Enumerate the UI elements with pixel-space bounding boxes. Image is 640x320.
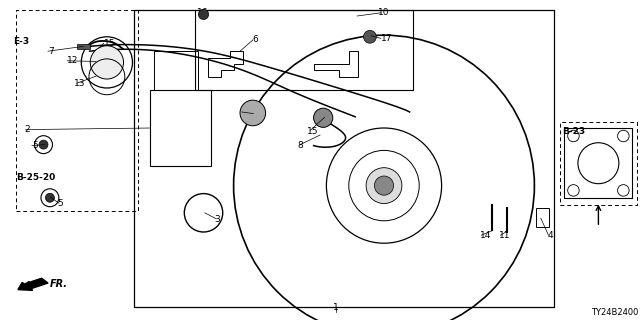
Text: 2: 2	[24, 125, 30, 134]
Text: TY24B2400: TY24B2400	[591, 308, 639, 317]
Text: 14: 14	[480, 231, 492, 240]
Text: 5: 5	[58, 199, 63, 208]
Text: 7: 7	[48, 47, 54, 56]
Text: E-3: E-3	[13, 37, 29, 46]
Ellipse shape	[198, 9, 209, 20]
Text: 17: 17	[381, 34, 392, 43]
Ellipse shape	[374, 176, 394, 195]
Text: 9: 9	[240, 108, 246, 116]
Ellipse shape	[90, 46, 124, 79]
FancyArrow shape	[18, 278, 48, 290]
Text: 5: 5	[32, 141, 38, 150]
Text: 3: 3	[214, 215, 220, 224]
Text: 15: 15	[104, 39, 115, 48]
Ellipse shape	[364, 30, 376, 43]
Text: 15: 15	[307, 127, 319, 136]
Text: 11: 11	[499, 231, 511, 240]
Ellipse shape	[314, 108, 333, 127]
Polygon shape	[77, 44, 90, 49]
Ellipse shape	[240, 100, 266, 126]
Ellipse shape	[45, 193, 54, 202]
Text: 4: 4	[547, 231, 553, 240]
Text: 6: 6	[253, 36, 259, 44]
Text: 12: 12	[67, 56, 79, 65]
Text: B-23: B-23	[562, 127, 585, 136]
Text: 1: 1	[333, 303, 339, 312]
Ellipse shape	[366, 168, 402, 204]
Text: 13: 13	[74, 79, 85, 88]
Text: 8: 8	[298, 141, 303, 150]
Text: B-25-20: B-25-20	[16, 173, 55, 182]
Text: FR.: FR.	[50, 279, 68, 289]
Text: 16: 16	[197, 8, 209, 17]
Ellipse shape	[39, 140, 48, 149]
Text: 10: 10	[378, 8, 389, 17]
